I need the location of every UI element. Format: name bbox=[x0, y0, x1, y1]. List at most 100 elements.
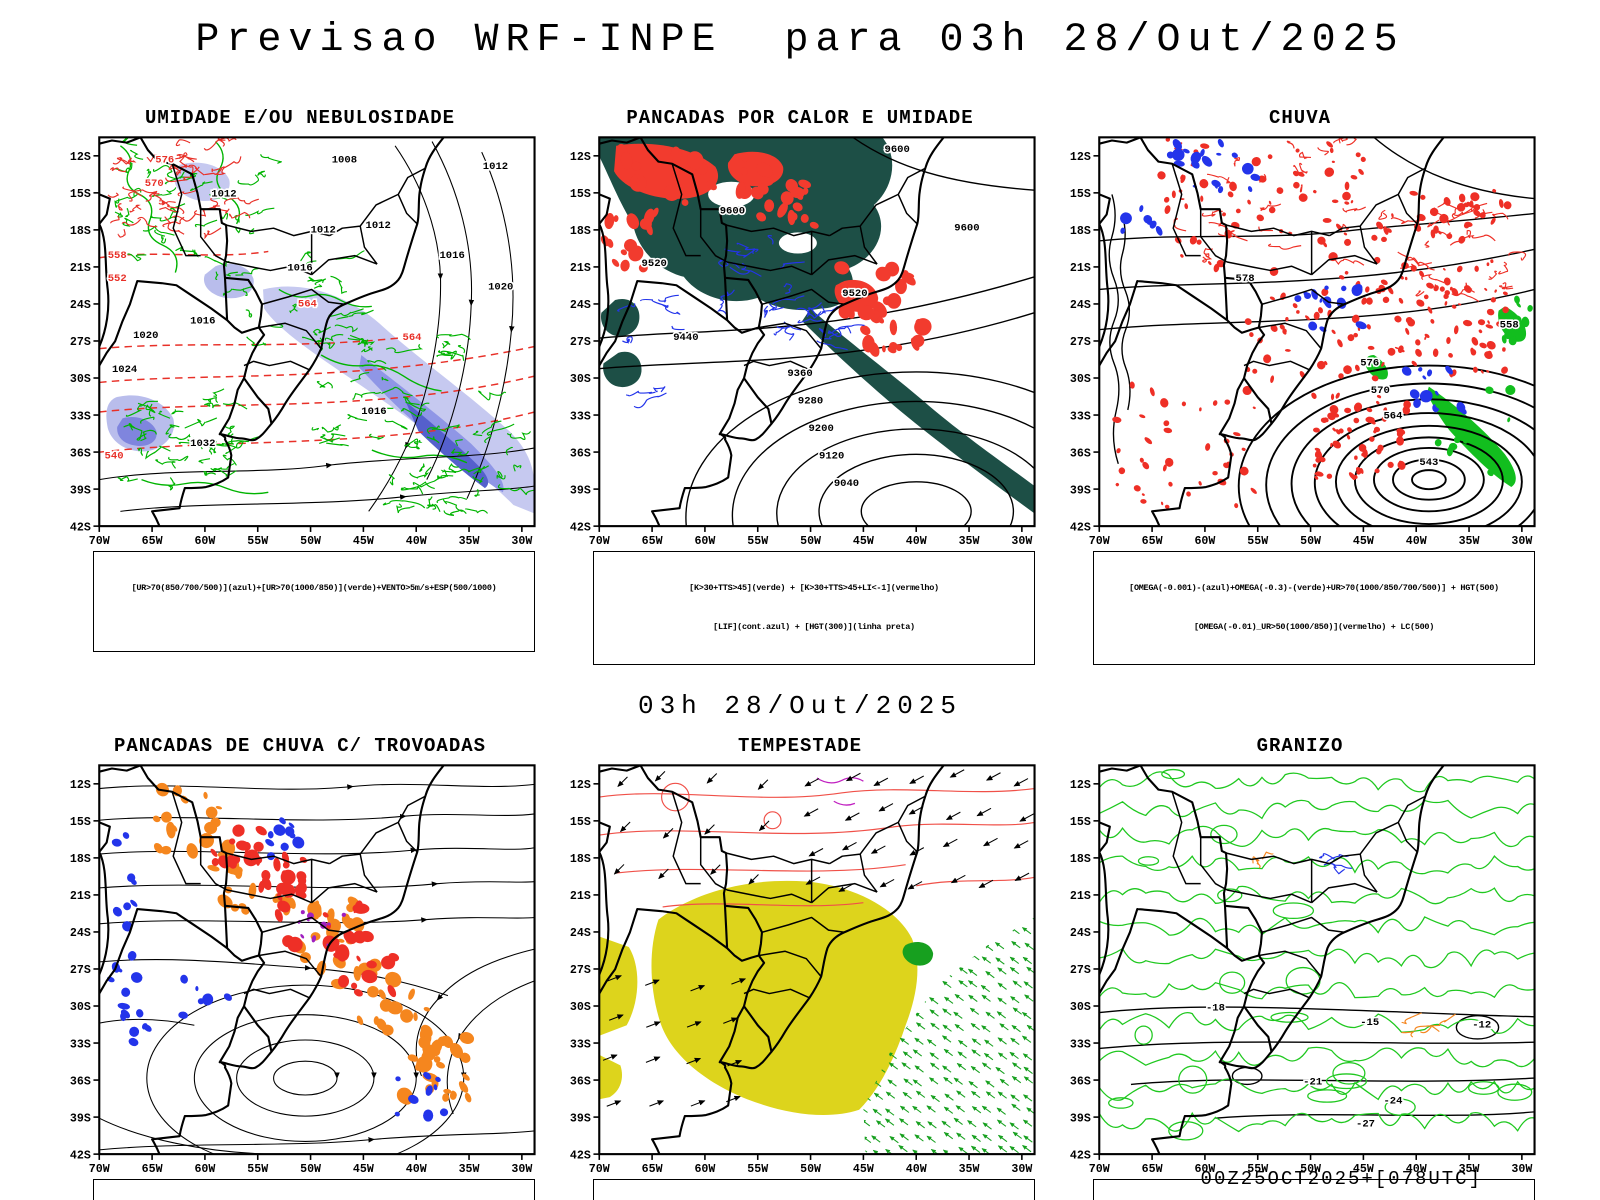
svg-text:9360: 9360 bbox=[787, 368, 812, 380]
svg-text:1008: 1008 bbox=[332, 155, 357, 167]
svg-text:552: 552 bbox=[108, 273, 127, 285]
svg-text:558: 558 bbox=[108, 250, 127, 262]
svg-text:36S: 36S bbox=[570, 447, 591, 460]
svg-text:70W: 70W bbox=[89, 1163, 110, 1176]
svg-text:27S: 27S bbox=[570, 336, 591, 349]
svg-text:70W: 70W bbox=[589, 1163, 610, 1176]
svg-text:36S: 36S bbox=[1070, 1075, 1091, 1088]
svg-text:-18: -18 bbox=[1206, 1002, 1225, 1014]
svg-text:21S: 21S bbox=[70, 890, 91, 903]
svg-text:40W: 40W bbox=[1406, 1163, 1427, 1176]
svg-text:42S: 42S bbox=[70, 521, 91, 534]
svg-text:70W: 70W bbox=[89, 535, 110, 548]
storm-overlay-layer bbox=[599, 776, 1035, 1115]
svg-text:39S: 39S bbox=[1070, 484, 1091, 497]
contour-labels-layer: 1008 1012 1012 1012 1012 1016 1016 1016 1016 1020… bbox=[103, 153, 515, 464]
svg-text:55W: 55W bbox=[247, 535, 268, 548]
svg-text:-15: -15 bbox=[1360, 1017, 1379, 1029]
svg-text:60W: 60W bbox=[1194, 535, 1215, 548]
svg-text:9600: 9600 bbox=[954, 222, 979, 234]
svg-text:60W: 60W bbox=[194, 535, 215, 548]
svg-text:30S: 30S bbox=[570, 373, 591, 386]
svg-text:9200: 9200 bbox=[808, 423, 833, 435]
legend-line: [OMEGA(-0.01)_UR>50(1000/850)](vermelho)… bbox=[1193, 622, 1435, 633]
svg-text:24S: 24S bbox=[570, 299, 591, 312]
svg-text:40W: 40W bbox=[906, 535, 927, 548]
svg-text:33S: 33S bbox=[70, 410, 91, 423]
svg-text:45W: 45W bbox=[1353, 535, 1374, 548]
svg-text:9600: 9600 bbox=[885, 144, 910, 156]
svg-text:-12: -12 bbox=[1472, 1019, 1491, 1031]
svg-text:30S: 30S bbox=[70, 373, 91, 386]
svg-text:27S: 27S bbox=[1070, 336, 1091, 349]
svg-text:45W: 45W bbox=[353, 1163, 374, 1176]
svg-text:30W: 30W bbox=[1011, 535, 1032, 548]
svg-text:50W: 50W bbox=[800, 1163, 821, 1176]
svg-text:60W: 60W bbox=[694, 1163, 715, 1176]
contour-labels-layer: 578 576 570 564 558 543 bbox=[1234, 271, 1520, 470]
svg-text:40W: 40W bbox=[406, 535, 427, 548]
svg-text:12S: 12S bbox=[70, 151, 91, 164]
svg-text:27S: 27S bbox=[1070, 964, 1091, 977]
svg-text:39S: 39S bbox=[570, 484, 591, 497]
svg-text:55W: 55W bbox=[247, 1163, 268, 1176]
svg-text:1012: 1012 bbox=[211, 189, 236, 201]
svg-text:15S: 15S bbox=[1070, 816, 1091, 829]
svg-text:40W: 40W bbox=[906, 1163, 927, 1176]
svg-text:60W: 60W bbox=[694, 535, 715, 548]
svg-text:33S: 33S bbox=[1070, 410, 1091, 423]
svg-text:30S: 30S bbox=[1070, 1001, 1091, 1014]
svg-text:9440: 9440 bbox=[673, 332, 698, 344]
panel-tempestade: TEMPESTADE bbox=[557, 735, 1043, 1200]
svg-text:24S: 24S bbox=[570, 927, 591, 940]
svg-text:65W: 65W bbox=[142, 1163, 163, 1176]
svg-text:30S: 30S bbox=[1070, 373, 1091, 386]
svg-text:18S: 18S bbox=[70, 225, 91, 238]
svg-text:21S: 21S bbox=[570, 890, 591, 903]
map-frame bbox=[98, 136, 536, 528]
svg-text:564: 564 bbox=[1383, 410, 1403, 422]
svg-text:12S: 12S bbox=[570, 151, 591, 164]
contour-labels-layer: 9600 9600 9600 9520 9520 9440 9360 9280 9200 9120… bbox=[640, 143, 981, 492]
svg-text:33S: 33S bbox=[1070, 1038, 1091, 1051]
panel-title: CHUVA bbox=[1268, 107, 1331, 129]
svg-text:50W: 50W bbox=[300, 535, 321, 548]
map-frame bbox=[1098, 764, 1536, 1155]
legend-box: [K>30+TTS>45](verde) + [K>30+TTS>45+LI<-… bbox=[593, 551, 1035, 665]
legend-line: [UR>70(850/700/500)](azul)+[UR>70(1000/8… bbox=[131, 582, 497, 593]
panel-title: TEMPESTADE bbox=[737, 734, 863, 757]
svg-text:42S: 42S bbox=[70, 1149, 91, 1162]
svg-text:40W: 40W bbox=[1406, 535, 1427, 548]
legend-box: [OMEGA(-0.001)-(azul)+OMEGA(-0.3)-(verde… bbox=[1093, 551, 1535, 665]
generated-contour-layer bbox=[1112, 137, 1533, 509]
svg-text:42S: 42S bbox=[1070, 521, 1091, 534]
svg-text:564: 564 bbox=[402, 332, 422, 344]
svg-text:9600: 9600 bbox=[720, 205, 745, 217]
svg-text:12S: 12S bbox=[1070, 151, 1091, 164]
svg-text:50W: 50W bbox=[800, 535, 821, 548]
panel-chuva: CHUVA bbox=[1057, 107, 1543, 665]
svg-text:15S: 15S bbox=[1070, 188, 1091, 201]
svg-text:-24: -24 bbox=[1383, 1095, 1403, 1107]
svg-text:30W: 30W bbox=[511, 1163, 532, 1176]
panel-title: GRANIZO bbox=[1256, 734, 1344, 757]
svg-text:15S: 15S bbox=[570, 188, 591, 201]
svg-text:27S: 27S bbox=[570, 964, 591, 977]
panel-granizo: GRANIZO 12S 15S 18S 21S 24S 27S 30S 33S 36S 39S 42… bbox=[1057, 735, 1543, 1200]
svg-text:55W: 55W bbox=[747, 1163, 768, 1176]
svg-text:42S: 42S bbox=[570, 521, 591, 534]
svg-text:9040: 9040 bbox=[834, 478, 859, 490]
svg-text:1016: 1016 bbox=[190, 315, 215, 327]
legend-line: [K>30+TTS>45](verde) + [K>30+TTS>45+LI<-… bbox=[689, 582, 939, 593]
panel-umidade-nebulosidade: UMIDADE E/OU NEBULOSIDADE bbox=[57, 107, 543, 665]
svg-text:1012: 1012 bbox=[483, 161, 508, 173]
svg-text:50W: 50W bbox=[1300, 535, 1321, 548]
svg-text:1012: 1012 bbox=[366, 220, 391, 232]
svg-text:9520: 9520 bbox=[842, 288, 867, 300]
generated-contour-layer bbox=[106, 782, 475, 1122]
